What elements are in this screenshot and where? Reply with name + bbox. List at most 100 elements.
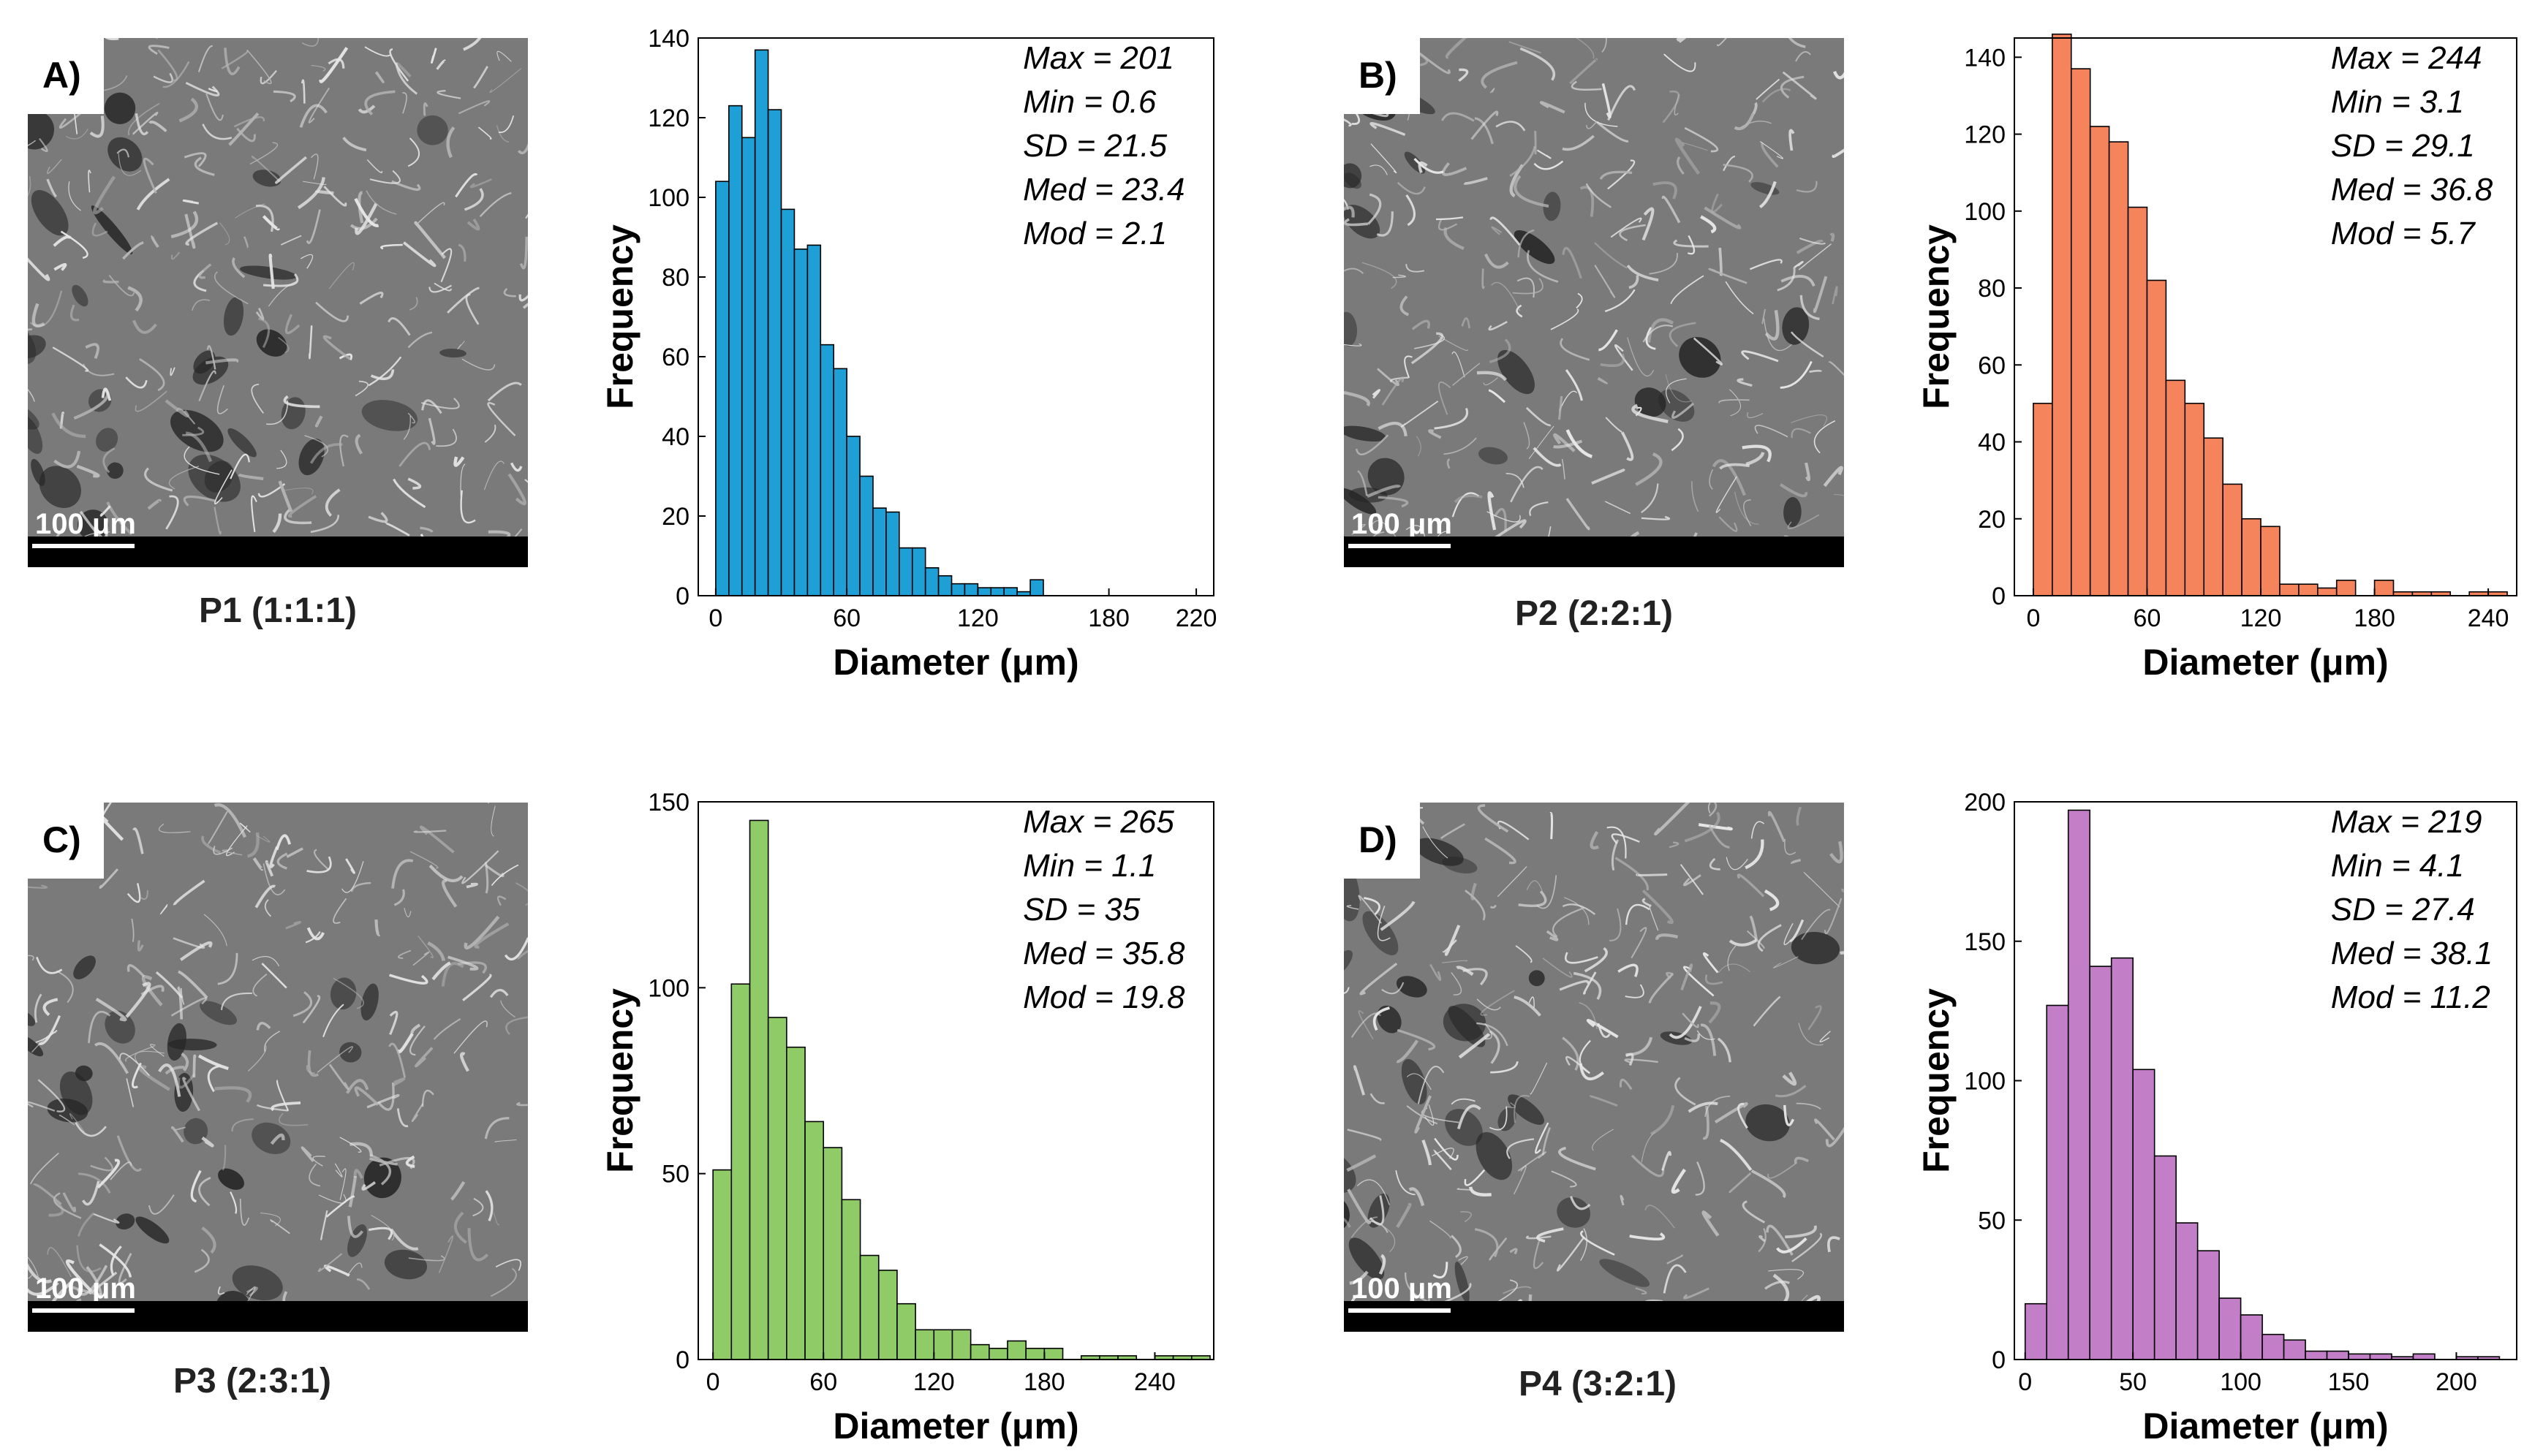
histogram-bar bbox=[859, 475, 874, 596]
stat-annotation: Max = 201 bbox=[1023, 40, 1174, 76]
histogram-bar bbox=[2279, 583, 2300, 596]
stat-annotation: Mod = 2.1 bbox=[1023, 216, 1167, 251]
x-tick-label: 120 bbox=[913, 1368, 955, 1396]
x-tick-label: 220 bbox=[1176, 604, 1217, 632]
histogram-bar bbox=[730, 983, 751, 1360]
y-tick-label: 50 bbox=[1978, 1207, 2006, 1235]
stat-annotation: Min = 4.1 bbox=[2331, 848, 2464, 884]
histogram-bar bbox=[989, 1347, 1008, 1360]
histogram-bar bbox=[1043, 1347, 1064, 1360]
x-tick-label: 60 bbox=[809, 1368, 837, 1396]
stat-annotation: Mod = 19.8 bbox=[1023, 979, 1185, 1015]
histogram-bar bbox=[915, 1329, 935, 1360]
histogram-bar bbox=[2089, 126, 2110, 596]
histogram-bar bbox=[2218, 1297, 2242, 1360]
histogram-bar bbox=[937, 575, 953, 596]
histogram-bar bbox=[2240, 1314, 2263, 1360]
histogram-bar bbox=[2283, 1339, 2306, 1360]
x-axis-label: Diameter (μm) bbox=[833, 642, 1078, 683]
x-tick-label: 240 bbox=[1134, 1368, 1176, 1396]
histogram-bar bbox=[833, 368, 847, 596]
histogram-bar bbox=[2369, 1353, 2392, 1360]
panel-label-box: C) bbox=[28, 803, 104, 879]
scale-bar-label: 100 μm bbox=[35, 1273, 136, 1305]
histogram-bar bbox=[2298, 583, 2319, 596]
stat-annotation: Max = 265 bbox=[1023, 804, 1174, 840]
y-tick-label: 80 bbox=[1978, 275, 2006, 303]
histogram-bar bbox=[2165, 379, 2186, 596]
scale-bar-label: 100 μm bbox=[1351, 508, 1452, 540]
histogram-bar bbox=[990, 587, 1005, 596]
chart-svg: 0 60 120 180 240 0 50 100 150 Diameter (μm) Freque… bbox=[600, 789, 1214, 1446]
axes-box bbox=[698, 801, 1214, 1360]
stat-annotation: Mod = 11.2 bbox=[2331, 979, 2490, 1015]
y-tick-label: 60 bbox=[1978, 352, 2006, 379]
y-tick-label: 100 bbox=[1964, 198, 2006, 226]
sem-background bbox=[1344, 38, 1844, 567]
stat-annotation: SD = 27.4 bbox=[2331, 892, 2475, 928]
x-tick-label: 120 bbox=[957, 604, 999, 632]
y-tick-label: 140 bbox=[648, 25, 689, 53]
x-axis-label: Diameter (μm) bbox=[2142, 642, 2388, 683]
histogram-bar bbox=[872, 507, 887, 596]
histogram-p4: 0 50 100 150 200 0 50 100 150 200 Diameter (μm) Fre… bbox=[1894, 786, 2524, 1446]
y-axis-label: Frequency bbox=[600, 224, 641, 409]
histogram-bar bbox=[2373, 580, 2395, 596]
histogram-bar bbox=[2348, 1353, 2371, 1360]
y-axis-label: Frequency bbox=[600, 988, 641, 1173]
histogram-bar bbox=[2316, 587, 2338, 596]
histogram-p3: 0 60 120 180 240 0 50 100 150 Diameter (μm) Freque… bbox=[578, 786, 1221, 1446]
histogram-bar bbox=[2046, 1004, 2069, 1360]
histogram-bar bbox=[2222, 483, 2242, 596]
panel-caption: P2 (2:2:1) bbox=[1514, 594, 1674, 633]
stat-annotation: Med = 36.8 bbox=[2331, 172, 2493, 208]
histogram-bar bbox=[780, 208, 796, 596]
histogram-bar bbox=[951, 583, 966, 596]
histogram-bar bbox=[2153, 1155, 2177, 1360]
stat-annotation: SD = 29.1 bbox=[2331, 128, 2475, 164]
sem-image-p4: D) 100 μm bbox=[1344, 803, 1844, 1332]
y-tick-label: 40 bbox=[662, 423, 689, 451]
histogram-bar bbox=[964, 583, 979, 596]
chart-svg: 0 60 120 180 220 0 20 40 60 80 100 120 140 Diameter (… bbox=[600, 25, 1217, 683]
histogram-bar bbox=[1003, 587, 1018, 596]
stat-annotation: SD = 21.5 bbox=[1023, 128, 1167, 164]
y-tick-label: 120 bbox=[648, 105, 689, 132]
y-tick-label: 150 bbox=[648, 789, 689, 816]
sem-texture bbox=[1344, 38, 1844, 567]
scale-bar-label: 100 μm bbox=[1351, 1273, 1452, 1305]
panel-caption: P1 (1:1:1) bbox=[198, 591, 358, 630]
y-tick-label: 60 bbox=[662, 344, 689, 371]
histogram-bar bbox=[924, 567, 940, 596]
histogram-bar bbox=[2262, 1333, 2285, 1360]
histogram-bar bbox=[749, 819, 769, 1360]
y-tick-label: 100 bbox=[648, 974, 689, 1002]
histogram-bar bbox=[793, 249, 809, 596]
stat-annotation: Max = 219 bbox=[2331, 804, 2482, 840]
histogram-bar bbox=[2412, 1353, 2436, 1360]
y-tick-label: 50 bbox=[662, 1161, 689, 1188]
histogram-bar bbox=[1007, 1340, 1027, 1360]
y-tick-label: 150 bbox=[1964, 928, 2006, 956]
histogram-bar bbox=[846, 436, 861, 596]
histogram-bar bbox=[2132, 1069, 2155, 1360]
y-axis-label: Frequency bbox=[1916, 988, 1957, 1173]
y-tick-label: 120 bbox=[1964, 121, 2006, 149]
histogram-bar bbox=[715, 181, 730, 596]
panel-label-box: A) bbox=[28, 38, 104, 114]
panel-label-box: B) bbox=[1344, 38, 1420, 114]
histogram-bar bbox=[896, 1303, 916, 1360]
axes-box bbox=[698, 37, 1214, 596]
y-tick-label: 40 bbox=[1978, 429, 2006, 457]
histogram-p1: 0 60 120 180 220 0 20 40 60 80 100 120 140 Diameter (… bbox=[578, 22, 1221, 683]
panel-label: B) bbox=[1359, 55, 1397, 96]
sem-structure bbox=[1344, 38, 1844, 567]
scale-bar-label: 100 μm bbox=[35, 508, 136, 540]
sem-image-p2: B) 100 μm bbox=[1344, 38, 1844, 567]
y-tick-label: 0 bbox=[676, 583, 689, 610]
histogram-bar bbox=[911, 547, 926, 596]
y-tick-label: 0 bbox=[1992, 583, 2006, 610]
x-tick-label: 180 bbox=[2354, 604, 2395, 632]
histogram-bar bbox=[786, 1046, 806, 1360]
y-tick-label: 0 bbox=[676, 1346, 689, 1374]
